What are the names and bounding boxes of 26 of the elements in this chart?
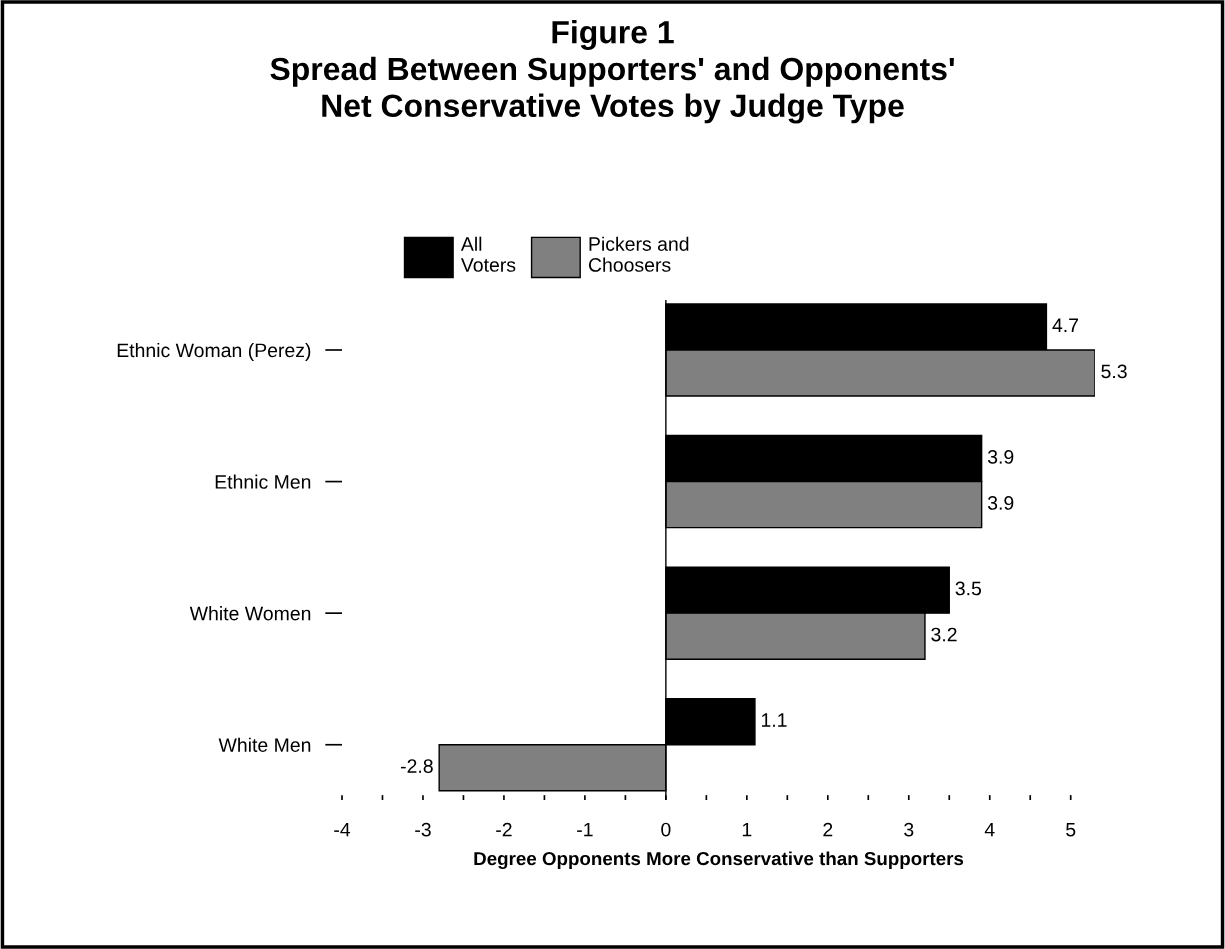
y-tick-label: Ethnic Men bbox=[215, 474, 311, 489]
data-label: 3.2 bbox=[931, 627, 957, 642]
data-label: 5.3 bbox=[1101, 364, 1127, 379]
y-tick-label: Ethnic Woman (Perez) bbox=[117, 342, 311, 362]
chart-title: Figure 1 Spread Between Supporters' and Opponents' Net Conservative Votes by Judge Type bbox=[270, 20, 954, 124]
x-tick-label: -1 bbox=[577, 822, 593, 837]
x-tick-label: 2 bbox=[823, 822, 833, 837]
data-label: 1.1 bbox=[761, 713, 787, 727]
data-label: 3.9 bbox=[987, 496, 1014, 510]
x-tick-label: -3 bbox=[415, 822, 431, 837]
data-label: 3.9 bbox=[987, 450, 1014, 464]
data-label: 4.7 bbox=[1052, 318, 1079, 332]
y-tick-label: White Men bbox=[218, 737, 311, 752]
x-tick-label: 4 bbox=[984, 822, 995, 837]
x-axis-title: Degree Opponents More Conservative than Supporters bbox=[474, 851, 964, 870]
x-tick-label: 1 bbox=[742, 822, 752, 837]
y-tick-label: White Women bbox=[189, 606, 311, 621]
x-tick-label: 5 bbox=[1066, 822, 1076, 837]
x-tick-label: 0 bbox=[661, 822, 671, 837]
x-tick-label: -4 bbox=[334, 822, 351, 837]
legend-label: All Voters bbox=[460, 236, 516, 272]
x-tick-label: -2 bbox=[496, 822, 512, 837]
data-label: 3.5 bbox=[955, 581, 982, 596]
x-tick-label: 3 bbox=[904, 822, 914, 837]
data-label: -2.8 bbox=[400, 759, 433, 773]
legend-label: Pickers and Choosers bbox=[588, 236, 689, 272]
